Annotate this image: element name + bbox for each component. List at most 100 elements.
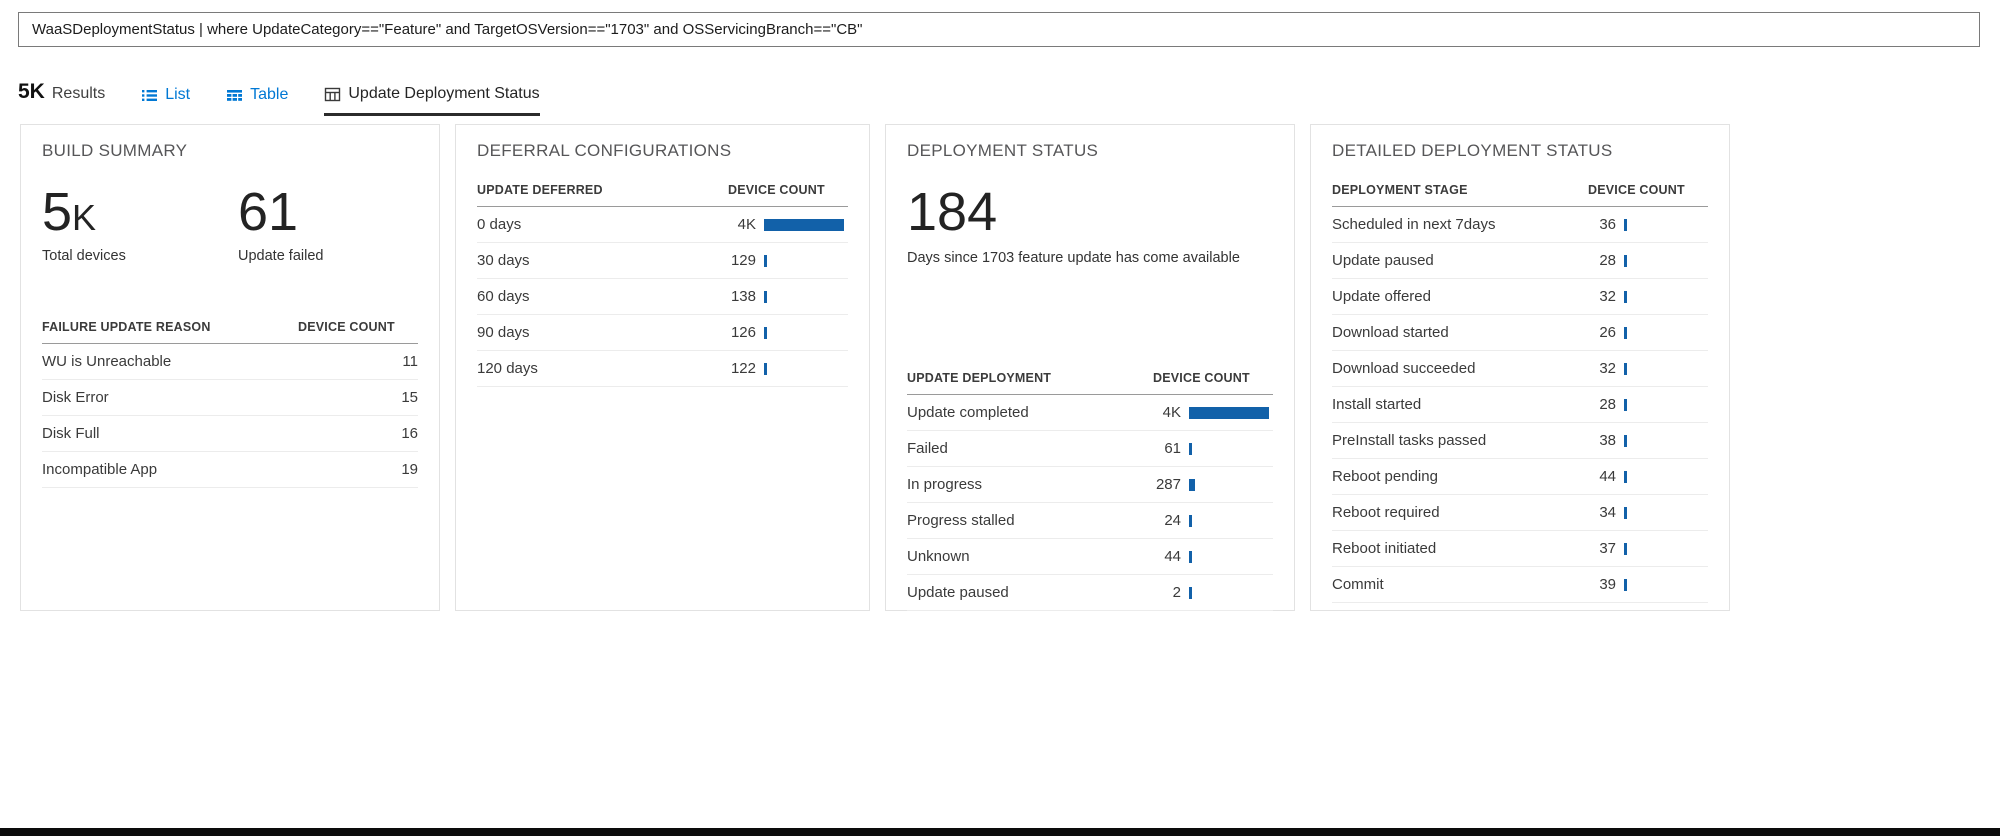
table-row[interactable]: Disk Full 16: [42, 416, 418, 452]
row-value: 34: [1599, 504, 1616, 521]
table-row[interactable]: Commit 39: [1332, 567, 1708, 603]
table-row[interactable]: 0 days 4K: [477, 207, 848, 243]
row-label: Update completed: [907, 404, 1029, 421]
query-input[interactable]: WaaSDeploymentStatus | where UpdateCateg…: [18, 12, 1980, 47]
results-toolbar: 5K Results List Table: [18, 80, 540, 116]
table-icon: [227, 89, 243, 101]
bar-container: [764, 218, 848, 231]
row-value: 122: [730, 360, 756, 377]
table-row[interactable]: Failed 61: [907, 431, 1273, 467]
view-table-button[interactable]: Table: [226, 86, 288, 116]
row-label: Reboot initiated: [1332, 540, 1437, 557]
table-row[interactable]: Progress stalled 24: [907, 503, 1273, 539]
tab-update-deployment-status[interactable]: Update Deployment Status: [324, 85, 540, 116]
value-bar: [1624, 254, 1627, 267]
row-value: 61: [1164, 440, 1181, 457]
results-count-value: 5K: [18, 80, 45, 103]
row-label: Download started: [1332, 324, 1449, 341]
row-label: Update paused: [907, 584, 1009, 601]
row-value: 11: [402, 353, 418, 370]
table-row[interactable]: Update paused 2: [907, 575, 1273, 611]
panel-detailed-deployment-status: DETAILED DEPLOYMENT STATUS DEPLOYMENT ST…: [1310, 124, 1730, 611]
table-row[interactable]: Download succeeded 32: [1332, 351, 1708, 387]
table-row[interactable]: In progress 287: [907, 467, 1273, 503]
value-bar: [1624, 506, 1627, 519]
table-row[interactable]: Install started 28: [1332, 387, 1708, 423]
panel-build-summary: BUILD SUMMARY 5K Total devices 61 Update…: [20, 124, 440, 611]
table-row[interactable]: Download started 26: [1332, 315, 1708, 351]
row-label: Unknown: [907, 548, 970, 565]
value-bar: [1189, 406, 1269, 419]
row-value: 28: [1599, 396, 1616, 413]
table-row[interactable]: 30 days 129: [477, 243, 848, 279]
row-label: Commit: [1332, 576, 1384, 593]
table-row[interactable]: Reboot required 34: [1332, 495, 1708, 531]
bar-container: [1189, 514, 1273, 527]
row-value: 37: [1599, 540, 1616, 557]
grid-icon: [325, 87, 341, 101]
bar-container: [1189, 586, 1273, 599]
panel-title: BUILD SUMMARY: [42, 141, 188, 160]
table-row[interactable]: Update paused 28: [1332, 243, 1708, 279]
panel-title: DEFERRAL CONFIGURATIONS: [477, 141, 732, 160]
table-row[interactable]: Update completed 4K: [907, 395, 1273, 431]
table-row[interactable]: 90 days 126: [477, 315, 848, 351]
table-row[interactable]: 60 days 138: [477, 279, 848, 315]
row-value: 129: [730, 252, 756, 269]
results-count-label: Results: [51, 85, 106, 102]
row-label: 60 days: [477, 288, 530, 305]
value-bar: [764, 326, 767, 339]
table-header-row: UPDATE DEFERRED DEVICE COUNT: [477, 173, 848, 207]
row-value: 287: [1155, 476, 1181, 493]
table-row[interactable]: Incompatible App 19: [42, 452, 418, 488]
value-bar: [764, 290, 767, 303]
metric-value: 5K: [42, 182, 97, 242]
metric-label: Days since 1703 feature update has come …: [907, 250, 1240, 266]
table-row[interactable]: Scheduled in next 7days 36: [1332, 207, 1708, 243]
table-row[interactable]: Unknown 44: [907, 539, 1273, 575]
table-row[interactable]: 120 days 122: [477, 351, 848, 387]
value-bar: [1189, 514, 1192, 527]
table-row[interactable]: WU is Unreachable 11: [42, 344, 418, 380]
metric-total-devices: 5K Total devices: [42, 185, 238, 264]
row-label: Scheduled in next 7days: [1332, 216, 1496, 233]
build-summary-metrics: 5K Total devices 61 Update failed: [42, 185, 418, 264]
row-label: Reboot required: [1332, 504, 1440, 521]
query-text: WaaSDeploymentStatus | where UpdateCateg…: [32, 21, 863, 38]
table-header-row: FAILURE UPDATE REASON DEVICE COUNT: [42, 310, 418, 344]
bar-container: [1624, 326, 1708, 339]
table-row[interactable]: Reboot initiated 37: [1332, 531, 1708, 567]
bar-container: [1189, 478, 1273, 491]
bar-container: [1624, 362, 1708, 375]
bar-container: [1624, 254, 1708, 267]
row-label: 120 days: [477, 360, 538, 377]
metric-label: Update failed: [238, 248, 324, 264]
view-list-button[interactable]: List: [141, 86, 190, 116]
row-value: 4K: [737, 216, 756, 233]
column-header: DEVICE COUNT: [1153, 370, 1250, 385]
panel-deployment-status: DEPLOYMENT STATUS 184 Days since 1703 fe…: [885, 124, 1295, 611]
deployment-stage-table: DEPLOYMENT STAGE DEVICE COUNT Scheduled in…: [1332, 173, 1708, 603]
value-bar: [1624, 290, 1627, 303]
bar-container: [1624, 290, 1708, 303]
row-value: 44: [1164, 548, 1181, 565]
row-label: Update paused: [1332, 252, 1434, 269]
column-header: DEPLOYMENT STAGE: [1332, 182, 1468, 197]
table-row[interactable]: PreInstall tasks passed 38: [1332, 423, 1708, 459]
row-value: 138: [730, 288, 756, 305]
column-header: DEVICE COUNT: [1588, 182, 1685, 197]
row-label: 90 days: [477, 324, 530, 341]
table-row[interactable]: Reboot pending 44: [1332, 459, 1708, 495]
row-value: 32: [1599, 360, 1616, 377]
table-row[interactable]: Update offered 32: [1332, 279, 1708, 315]
row-value: 24: [1164, 512, 1181, 529]
row-value: 15: [401, 389, 418, 406]
value-bar: [1189, 478, 1195, 491]
metric-value: 61: [238, 182, 299, 242]
bar-container: [1624, 470, 1708, 483]
table-row[interactable]: Disk Error 15: [42, 380, 418, 416]
row-value: 28: [1599, 252, 1616, 269]
row-value: 16: [401, 425, 418, 442]
dashboard-panels: BUILD SUMMARY 5K Total devices 61 Update…: [20, 124, 1730, 611]
deployment-metric: 184 Days since 1703 feature update has c…: [907, 185, 1273, 266]
